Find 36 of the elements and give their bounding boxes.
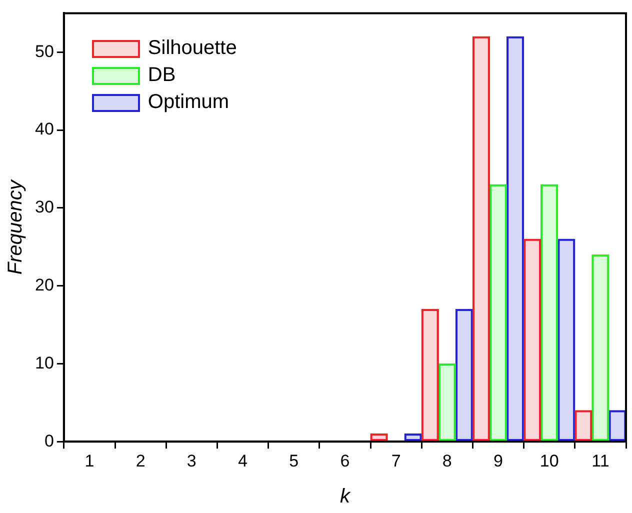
x-tick-label: 7 (391, 451, 401, 470)
x-tick-label: 3 (186, 451, 196, 470)
y-tick-label: 50 (34, 42, 54, 61)
y-tick-label: 20 (34, 276, 54, 295)
bar (404, 433, 422, 442)
bar (421, 308, 439, 442)
x-tick-label: 10 (540, 451, 559, 470)
y-tick-label: 30 (34, 198, 54, 217)
bar (455, 308, 474, 442)
legend-label: Silhouette (148, 37, 237, 60)
bar (558, 238, 576, 442)
bar (370, 433, 388, 442)
y-axis-title: Frequency (4, 179, 27, 275)
bar (574, 410, 592, 442)
legend-label: DB (148, 64, 176, 88)
x-tick-label: 8 (442, 451, 452, 470)
x-tick-label: 1 (84, 451, 94, 470)
bar (523, 238, 542, 442)
bar (540, 184, 558, 442)
legend-label: Optimum (148, 91, 230, 114)
x-tick-label: 6 (340, 451, 350, 470)
bar (506, 36, 524, 442)
y-tick-label: 40 (34, 120, 54, 139)
y-tick-label: 0 (44, 431, 54, 450)
x-tick-label: 2 (136, 451, 146, 470)
bar (472, 36, 490, 442)
x-tick-label: 5 (289, 451, 299, 470)
x-tick-label: 4 (238, 451, 248, 470)
bar (438, 363, 456, 442)
x-tick-label: 11 (592, 451, 610, 470)
bar (608, 410, 626, 442)
x-tick-label: 9 (494, 451, 503, 470)
y-tick-label: 10 (34, 353, 54, 372)
bar (592, 254, 610, 442)
bar (489, 184, 508, 442)
x-axis-title: k (340, 486, 351, 508)
